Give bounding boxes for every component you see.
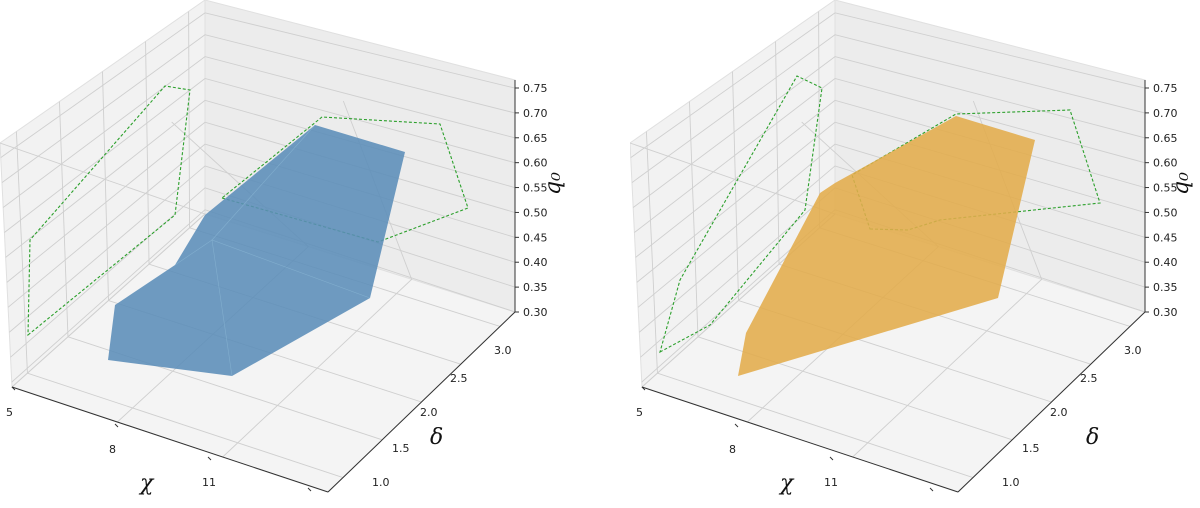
- right-z-tick-label: 0.55: [1153, 182, 1178, 195]
- right-y-axis-label: δ: [1086, 425, 1099, 450]
- left-surface-facet: [174, 124, 316, 266]
- left-y-tick-label: 2.0: [420, 406, 438, 419]
- left-x-gridline: [0, 142, 206, 388]
- left-y-tick-label: 1.5: [392, 442, 410, 455]
- right-z-tick-label: 0.70: [1153, 107, 1178, 120]
- right-y-tick-label: 2.5: [1080, 372, 1098, 385]
- left-x-axis-line: [11, 386, 329, 493]
- right-z-tick-label: 0.40: [1153, 256, 1178, 269]
- left-z-gridline: [1, 34, 516, 183]
- left-z-tick-label: 0.40: [523, 256, 548, 269]
- left-x-tick-mark: [307, 487, 312, 492]
- right-z-gridline: [639, 165, 1146, 333]
- left-x-tick-mark: [11, 386, 16, 391]
- right-z-tick-label: 0.65: [1153, 132, 1178, 145]
- left-3d-chart: 5811141.01.52.02.53.00.300.350.400.450.5…: [0, 0, 566, 508]
- right-y-tick-label: 3.0: [1124, 344, 1142, 357]
- left-x-tick-mark: [114, 423, 119, 428]
- left-y-gridline: [145, 41, 461, 365]
- left-z-tick-label: 0.45: [523, 231, 548, 244]
- right-3d-chart: 5811141.01.52.02.53.00.300.350.400.450.5…: [630, 0, 1200, 508]
- left-x-tick-mark: [207, 456, 212, 461]
- right-y-tick-label: 1.5: [1022, 442, 1040, 455]
- left-z-gridline: [6, 121, 516, 283]
- left-z-gridline: [11, 209, 516, 383]
- right-x-tick-label: 11: [824, 476, 838, 489]
- left-y-gridline: [15, 131, 344, 479]
- right-z-tick-label: 0.45: [1153, 231, 1178, 244]
- left-z-tick-label: 0.60: [523, 157, 548, 170]
- left-wall-projection: [27, 85, 191, 337]
- right-x-tick-mark: [829, 456, 834, 461]
- right-x-tick-label: 8: [729, 443, 736, 456]
- right-z-gridline: [635, 99, 1146, 258]
- right-y-axis-line: [957, 311, 1146, 493]
- left-z-gridline: [4, 77, 516, 233]
- left-z-gridline: [7, 143, 516, 308]
- left-z-tick-label: 0.65: [523, 132, 548, 145]
- left-z-gridline: [2, 56, 516, 208]
- right-z-tick-label: 0.30: [1153, 306, 1178, 319]
- left-z-tick-label: 0.50: [523, 206, 548, 219]
- right-z-gridline: [634, 77, 1146, 233]
- right-z-gridline: [636, 121, 1146, 283]
- left-z-axis-label: q₀: [541, 172, 566, 195]
- right-z-axis-label: q₀: [1169, 172, 1194, 195]
- left-z-tick-label: 0.30: [523, 306, 548, 319]
- left-y-axis-label: δ: [430, 425, 443, 450]
- left-z-gridline: [10, 187, 516, 358]
- left-z-gridline: [0, 12, 516, 159]
- right-y-gridline: [732, 71, 1052, 403]
- right-y-gridline: [689, 101, 1013, 441]
- right-z-gridline: [630, 12, 1146, 159]
- left-x-axis-label: χ: [138, 471, 155, 496]
- right-x-tick-mark: [929, 487, 934, 492]
- left-z-tick-label: 0.75: [523, 82, 548, 95]
- left-surface: [108, 125, 405, 376]
- right-y-tick-label: 2.0: [1050, 406, 1068, 419]
- right-x-tick-mark: [641, 386, 646, 391]
- left-y-axis-line: [327, 311, 516, 493]
- right-z-tick-label: 0.60: [1153, 157, 1178, 170]
- right-x-axis-label: χ: [778, 471, 795, 496]
- right-z-tick-label: 0.50: [1153, 206, 1178, 219]
- left-y-tick-label: 2.5: [450, 372, 468, 385]
- left-x-tick-label: 11: [202, 476, 216, 489]
- right-x-tick-mark: [734, 423, 739, 428]
- left-y-gridline: [59, 101, 383, 441]
- right-z-tick-label: 0.35: [1153, 281, 1178, 294]
- left-y-gridline: [188, 11, 501, 327]
- left-x-tick-label: 5: [6, 406, 13, 419]
- right-x-tick-label: 5: [636, 406, 643, 419]
- right-back-projection: [851, 109, 1101, 231]
- left-chart-svg: 5811141.01.52.02.53.00.300.350.400.450.5…: [0, 0, 566, 508]
- right-x-axis-line: [641, 386, 959, 493]
- left-x-tick-label: 8: [109, 443, 116, 456]
- right-z-gridline: [632, 56, 1146, 208]
- right-z-gridline: [631, 34, 1146, 183]
- left-y-tick-label: 3.0: [494, 344, 512, 357]
- right-z-tick-label: 0.75: [1153, 82, 1178, 95]
- left-y-gridline: [102, 71, 422, 403]
- left-z-gridline: [5, 99, 516, 258]
- right-chart-svg: 5811141.01.52.02.53.00.300.350.400.450.5…: [630, 0, 1194, 508]
- left-z-tick-label: 0.55: [523, 182, 548, 195]
- right-y-gridline: [645, 131, 974, 479]
- right-z-gridline: [637, 143, 1146, 308]
- left-z-tick-label: 0.35: [523, 281, 548, 294]
- right-y-gridline: [775, 41, 1091, 365]
- right-surface: [738, 116, 1035, 376]
- right-wall-projection: [659, 75, 823, 354]
- left-y-tick-label: 1.0: [372, 476, 390, 489]
- right-y-tick-label: 1.0: [1002, 476, 1020, 489]
- left-z-tick-label: 0.70: [523, 107, 548, 120]
- left-z-gridline: [9, 165, 516, 333]
